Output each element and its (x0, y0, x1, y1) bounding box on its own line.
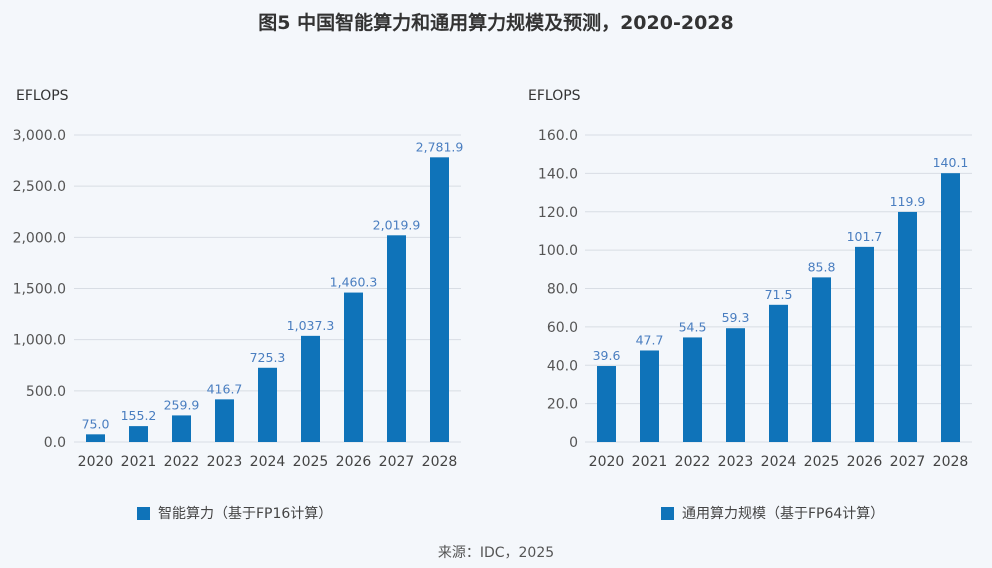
left-chart-y-tick-label: 2,500.0 (13, 179, 66, 195)
right-chart-y-tick-label: 40.0 (547, 358, 578, 374)
right-chart-data-label: 85.8 (808, 259, 836, 274)
right-chart-data-label: 47.7 (636, 332, 664, 347)
right-chart-y-tick-label: 100.0 (538, 243, 578, 259)
left-chart-bar (301, 335, 320, 442)
legend-label: 智能算力（基于FP16计算） (158, 506, 333, 522)
right-chart-bar (597, 366, 616, 442)
left-chart-x-tick-label: 2024 (250, 454, 286, 470)
right-chart-x-tick-label: 2028 (933, 454, 969, 470)
figure-title: 图5 中国智能算力和通用算力规模及预测，2020-2028 (258, 12, 734, 34)
left-chart-bar (86, 434, 105, 442)
left-chart-bar (430, 157, 449, 442)
right-chart-y-tick-label: 80.0 (547, 282, 578, 298)
left-chart-data-label: 2,019.9 (373, 217, 421, 232)
left-chart-bar (344, 292, 363, 442)
right-chart-data-label: 101.7 (847, 229, 883, 244)
right-chart-x-tick-label: 2024 (761, 454, 797, 470)
right-chart-unit-label: EFLOPS (528, 88, 581, 104)
right-chart-x-tick-label: 2026 (847, 454, 883, 470)
left-chart-x-tick-label: 2023 (207, 454, 243, 470)
left-chart-data-label: 725.3 (250, 350, 286, 365)
right-chart-bar (726, 328, 745, 442)
right-chart-x-tick-label: 2027 (890, 454, 926, 470)
right-chart-x-tick-label: 2025 (804, 454, 840, 470)
left-chart-data-label: 155.2 (121, 408, 157, 423)
left-chart-y-tick-label: 0.0 (44, 435, 66, 451)
right-chart-legend: 通用算力规模（基于FP64计算） (661, 503, 884, 523)
legend-swatch (137, 506, 150, 520)
left-chart-x-tick-label: 2021 (121, 454, 157, 470)
left-chart-x-tick-label: 2027 (379, 454, 415, 470)
left-chart-data-label: 1,037.3 (287, 318, 335, 333)
legend-swatch (661, 506, 674, 520)
right-chart-y-tick-label: 120.0 (538, 205, 578, 221)
left-chart-data-label: 416.7 (207, 381, 243, 396)
left-chart-bar (258, 367, 277, 442)
left-chart-data-label: 1,460.3 (330, 275, 378, 290)
left-chart-y-tick-label: 500.0 (26, 384, 66, 400)
right-chart-x-tick-label: 2022 (675, 454, 711, 470)
left-chart-y-tick-label: 2,000.0 (13, 230, 66, 246)
left-chart-y-tick-label: 1,000.0 (13, 333, 66, 349)
right-chart-bar (941, 173, 960, 443)
left-chart-bar (387, 235, 406, 442)
left-chart-y-tick-label: 1,500.0 (13, 282, 66, 298)
left-chart-data-label: 75.0 (82, 416, 110, 431)
right-chart-bar (769, 304, 788, 442)
right-chart-y-tick-label: 20.0 (547, 397, 578, 413)
left-chart-legend: 智能算力（基于FP16计算） (137, 503, 332, 523)
right-chart-data-label: 71.5 (765, 287, 793, 302)
right-chart-bar (812, 277, 831, 442)
right-chart-data-label: 119.9 (890, 194, 926, 209)
right-chart-data-label: 39.6 (593, 348, 621, 363)
left-chart-x-tick-label: 2020 (78, 454, 114, 470)
left-chart-data-label: 259.9 (164, 397, 200, 412)
right-chart-y-tick-label: 60.0 (547, 320, 578, 336)
right-chart-bar (640, 350, 659, 442)
right-chart-bar (855, 246, 874, 442)
left-chart-y-tick-label: 3,000.0 (13, 128, 66, 144)
left-chart-x-tick-label: 2022 (164, 454, 200, 470)
right-chart-data-label: 54.5 (679, 319, 707, 334)
left-chart-data-label: 2,781.9 (416, 139, 464, 154)
right-chart-x-tick-label: 2020 (589, 454, 625, 470)
right-chart-y-tick-label: 0 (569, 435, 578, 451)
right-chart-x-tick-label: 2021 (632, 454, 668, 470)
right-chart-data-label: 140.1 (933, 155, 969, 170)
right-chart-y-tick-label: 160.0 (538, 128, 578, 144)
right-chart-bar (683, 337, 702, 442)
left-chart-unit-label: EFLOPS (16, 88, 69, 104)
left-chart-x-tick-label: 2026 (336, 454, 372, 470)
left-chart-x-tick-label: 2028 (422, 454, 458, 470)
right-chart-x-tick-label: 2023 (718, 454, 754, 470)
left-chart-x-tick-label: 2025 (293, 454, 329, 470)
left-chart-bar (129, 426, 148, 442)
right-chart-data-label: 59.3 (722, 310, 750, 325)
right-chart-y-tick-label: 140.0 (538, 166, 578, 182)
right-chart-bar (898, 211, 917, 442)
left-chart-bar (172, 415, 191, 442)
left-chart-bar (215, 399, 234, 442)
source-note: 来源：IDC，2025 (437, 545, 555, 561)
legend-label: 通用算力规模（基于FP64计算） (682, 506, 885, 522)
